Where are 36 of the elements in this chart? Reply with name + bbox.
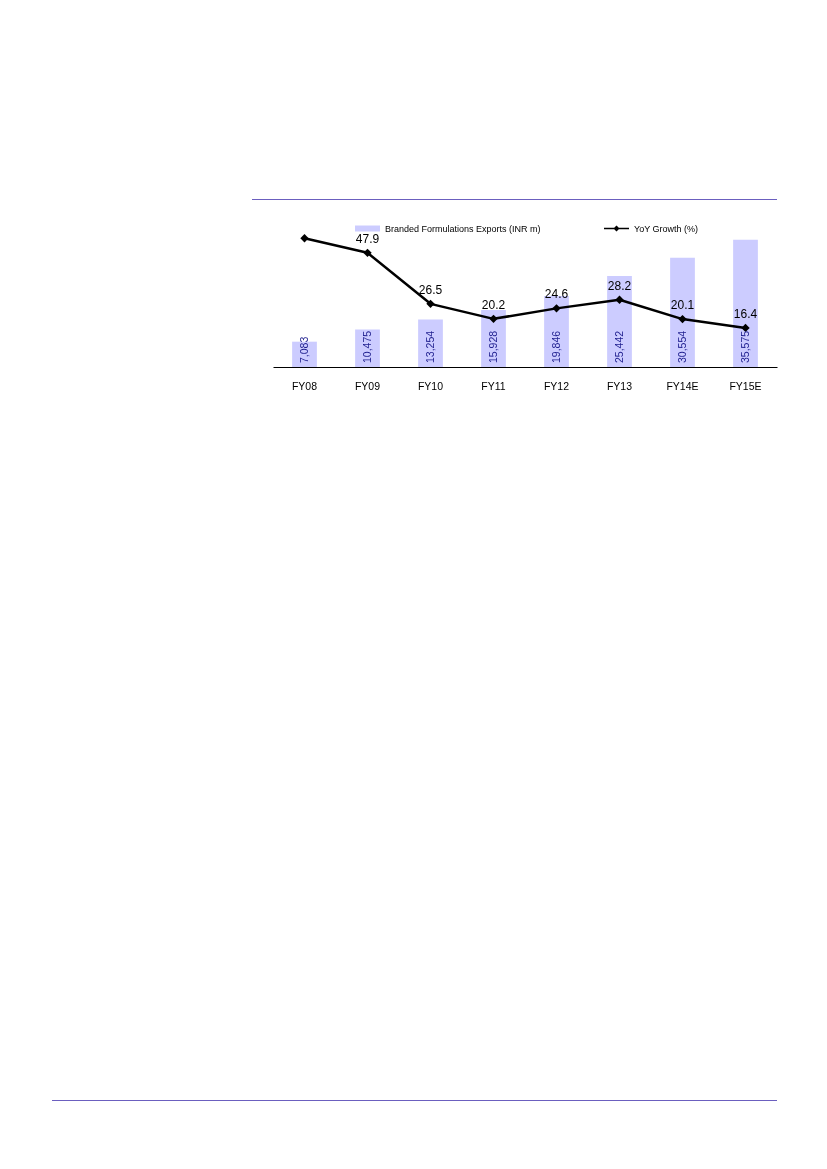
- x-tick-label: FY11: [481, 379, 506, 392]
- data-label: 28.2: [607, 278, 632, 293]
- data-label: 19,846: [549, 330, 562, 363]
- point: [552, 304, 561, 313]
- point: [363, 248, 372, 258]
- point: [678, 314, 687, 324]
- x-tick-label: FY14E: [666, 379, 699, 392]
- data-label: 26.5: [418, 282, 443, 297]
- x-tick-label: FY12: [543, 379, 570, 392]
- legend-label: Branded Formulations Exports (INR m): [385, 223, 541, 234]
- x-tick-label: FY13: [606, 379, 633, 392]
- point: [615, 295, 624, 304]
- data-label: 20.2: [481, 297, 506, 312]
- data-label: 30,554: [675, 330, 688, 363]
- data-label: 7,083: [297, 336, 310, 363]
- data-label: 13,254: [423, 330, 436, 363]
- legend-label: YoY Growth (%): [634, 223, 699, 234]
- x-tick-label: FY09: [354, 379, 381, 392]
- x-tick-label: FY10: [417, 379, 444, 392]
- bar: [607, 276, 632, 367]
- point: [489, 314, 498, 324]
- point: [426, 299, 435, 309]
- data-label: 20.1: [670, 298, 695, 313]
- data-label: 15,928: [486, 330, 499, 363]
- data-label: 35,575: [738, 330, 751, 363]
- x-tick-label: FY08: [291, 379, 318, 392]
- bar: [733, 239, 758, 367]
- data-label: 47.9: [355, 231, 380, 246]
- data-label: 16.4: [733, 306, 758, 321]
- bar: [544, 296, 569, 367]
- point: [300, 234, 309, 243]
- data-label: 25,442: [612, 330, 625, 363]
- data-label: 10,475: [360, 330, 373, 363]
- data-label: 24.6: [544, 287, 569, 302]
- bar: [670, 257, 695, 367]
- x-tick-label: FY15E: [729, 379, 762, 392]
